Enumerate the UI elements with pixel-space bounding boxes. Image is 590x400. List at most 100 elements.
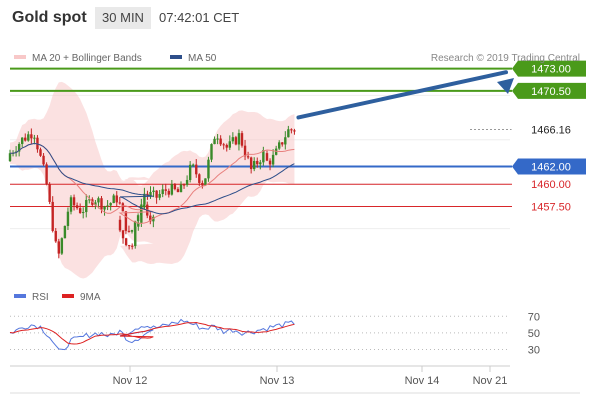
time-axis-label: Nov 12 [113, 375, 148, 387]
candle-body [78, 208, 82, 214]
candle-body [127, 230, 131, 232]
level-label-box [512, 82, 586, 99]
candle-body [204, 178, 207, 186]
candle-body [103, 206, 106, 210]
ma9-legend-label: 9MA [80, 292, 101, 303]
candle-body [262, 150, 265, 163]
candle-body [33, 137, 36, 139]
bollinger-bands [10, 81, 295, 279]
copyright-credit: Research © 2019 Trading Central [431, 53, 580, 64]
candle-body [121, 230, 125, 239]
rsi-line [9, 318, 295, 351]
candle-body [131, 245, 134, 247]
level-label-box [512, 158, 586, 175]
level-labels: 1473.00 1470.50 1466.16 1462.00 1460.00 1457.… [511, 60, 587, 213]
candle-body [155, 190, 158, 198]
candle-body [219, 138, 222, 145]
candle-body [182, 184, 186, 186]
candle-body [21, 137, 24, 145]
candle-body [284, 137, 287, 145]
candle-body [222, 144, 225, 146]
rsi-tick-label: 70 [528, 311, 540, 323]
candle-body [293, 130, 296, 132]
candle-body [140, 204, 143, 223]
candle-body [63, 225, 67, 239]
candle-body [271, 154, 275, 165]
candle-body [124, 211, 128, 231]
candle-body [82, 212, 85, 214]
candle-body [134, 226, 137, 247]
candle-body [152, 216, 155, 222]
candle-body [72, 197, 76, 206]
candle-body [170, 184, 174, 195]
candle-body [85, 199, 88, 213]
ma50-line [9, 142, 295, 215]
candle-body [173, 184, 177, 190]
chart-legend: MA 20 + Bollinger Bands MA 50 Research ©… [14, 53, 580, 303]
candle-body [201, 182, 204, 186]
candle-body [75, 205, 79, 209]
candle-body [39, 149, 42, 156]
candle-body [152, 190, 155, 192]
candle-body [290, 129, 293, 131]
candle-body [188, 164, 192, 180]
moving-averages [9, 70, 514, 224]
candle-body [127, 245, 131, 247]
candle-body [97, 198, 100, 203]
outlook-arrow-shaft [296, 70, 508, 120]
candle-body [42, 155, 45, 165]
chart-header: Gold spot 30 MIN 07:42:01 CET [0, 0, 590, 38]
bollinger-band-area [10, 81, 295, 279]
candle-body [57, 241, 60, 254]
candle-body [27, 134, 30, 141]
candle-body [149, 191, 152, 196]
candle-body [259, 162, 262, 165]
ma20-legend-label: MA 20 + Bollinger Bands [32, 53, 142, 64]
candle-body [112, 195, 115, 204]
level-label-text: 1470.50 [531, 86, 571, 98]
time-axis-label: Nov 14 [405, 375, 440, 387]
level-label-1466.16: 1466.16 [511, 120, 587, 138]
candle-body [281, 142, 284, 145]
level-label-text: 1466.16 [531, 124, 571, 136]
level-label-text: 1473.00 [531, 64, 571, 76]
level-label-box [512, 60, 586, 77]
level-label-1460.00: 1460.00 [531, 179, 571, 191]
ma50-legend-label: MA 50 [188, 53, 217, 64]
candle-body [109, 203, 112, 206]
candle-body [51, 201, 54, 231]
candle-body [115, 195, 118, 203]
candle-body [124, 238, 128, 246]
candle-body [48, 184, 51, 202]
candle-body [143, 193, 146, 205]
candle-body [243, 145, 247, 157]
candle-body [45, 164, 48, 185]
level-label-text: 1462.00 [531, 161, 571, 173]
timeframe-selector[interactable]: 30 MIN [95, 7, 151, 29]
candle-body [253, 160, 256, 170]
candle-body [54, 230, 57, 242]
candle-body [246, 156, 250, 158]
candle-body [66, 211, 70, 226]
candle-body [287, 129, 290, 138]
candle-body [164, 189, 167, 191]
candle-body [149, 215, 152, 222]
ma50-legend-swatch [170, 55, 182, 59]
candle-body [167, 190, 170, 195]
candle-body [237, 133, 241, 145]
ma20-legend-swatch [14, 55, 26, 59]
rsi-legend-label: RSI [32, 292, 49, 303]
time-axis: Nov 12 Nov 13 Nov 14 Nov 21 [10, 366, 580, 394]
timestamp: 07:42:01 CET [159, 10, 240, 25]
candle-body [161, 189, 164, 195]
rsi-tick-label: 50 [528, 328, 540, 340]
candle-body [228, 141, 231, 148]
candle-body [210, 144, 213, 160]
candle-body [118, 219, 122, 231]
outlook-arrowhead [497, 78, 514, 94]
candle-body [88, 199, 91, 201]
level-label-1473.00: 1473.00 [512, 60, 586, 77]
candle-body [216, 138, 219, 140]
candle-body [17, 144, 21, 152]
